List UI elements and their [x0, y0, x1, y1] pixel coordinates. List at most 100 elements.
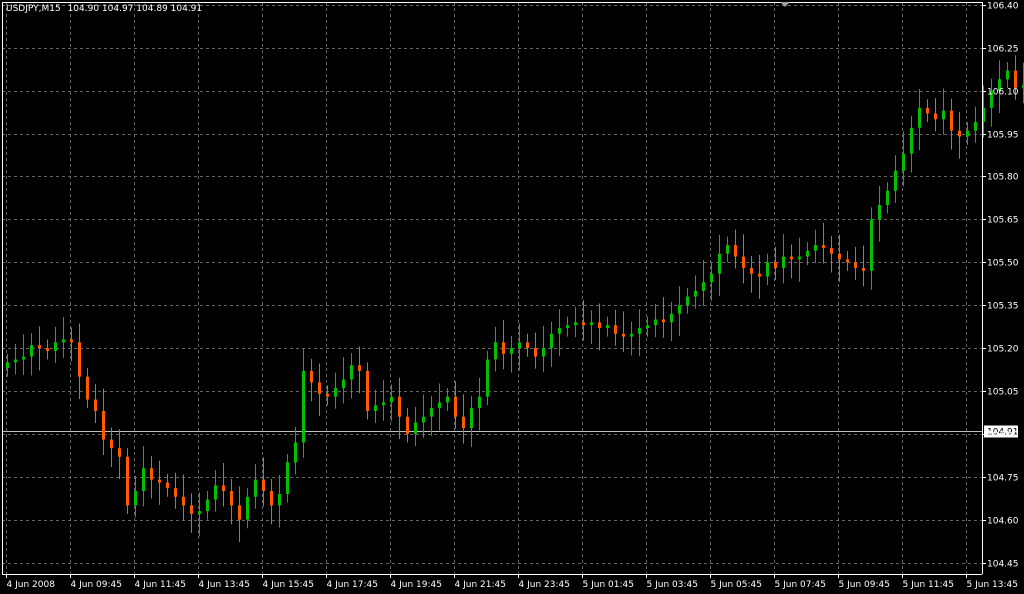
bull-candle-body — [278, 493, 281, 506]
bull-candle-body — [486, 359, 489, 397]
bear-candle-body — [262, 479, 265, 492]
bull-candle-body — [566, 325, 569, 329]
bull-candle-body — [686, 296, 689, 306]
bear-candle-body — [126, 456, 129, 506]
bear-candle-body — [582, 322, 585, 326]
bull-candle-body — [206, 499, 209, 512]
bull-candle-body — [670, 313, 673, 323]
bull-candle-body — [414, 422, 417, 434]
bull-candle-body — [974, 122, 977, 131]
bear-candle-body — [326, 393, 329, 397]
y-tick-label: 104.90 — [987, 431, 1019, 441]
bear-candle-body — [774, 262, 777, 268]
y-tick-label: 105.95 — [987, 131, 1019, 141]
bear-candle-body — [742, 256, 745, 268]
bull-candle-body — [918, 107, 921, 128]
bear-candle-body — [38, 345, 41, 349]
bear-candle-body — [182, 496, 185, 506]
bear-candle-body — [950, 110, 953, 131]
y-tick-label: 106.40 — [987, 2, 1019, 12]
bull-candle-body — [430, 408, 433, 417]
bear-candle-body — [598, 322, 601, 329]
bear-candle-body — [310, 370, 313, 383]
y-tick-label: 105.20 — [987, 345, 1019, 355]
x-tick-label: 4 Jun 23:45 — [519, 580, 570, 590]
bear-candle-body — [86, 376, 89, 400]
x-tick-label: 5 Jun 13:45 — [967, 580, 1018, 590]
bear-candle-body — [270, 491, 273, 506]
bull-candle-body — [470, 408, 473, 429]
x-tick-label: 4 Jun 13:45 — [199, 580, 250, 590]
bull-candle-body — [134, 491, 137, 506]
bear-candle-body — [150, 468, 153, 480]
y-tick-label: 105.65 — [987, 216, 1019, 226]
bull-candle-body — [990, 90, 993, 108]
bull-candle-body — [870, 219, 873, 271]
bull-candle-body — [814, 245, 817, 251]
bull-candle-body — [998, 79, 1001, 91]
bull-candle-body — [542, 348, 545, 357]
bull-candle-body — [678, 305, 681, 314]
bull-candle-body — [550, 333, 553, 349]
bear-candle-body — [614, 325, 617, 334]
bear-candle-body — [846, 259, 849, 263]
y-tick-label: 105.50 — [987, 259, 1019, 269]
bear-candle-body — [46, 348, 49, 351]
bear-candle-body — [406, 416, 409, 434]
bull-candle-body — [590, 322, 593, 326]
bear-candle-body — [1014, 70, 1017, 88]
bull-candle-body — [30, 345, 33, 357]
bear-candle-body — [750, 267, 753, 274]
bull-candle-body — [702, 282, 705, 291]
x-tick-label: 5 Jun 05:45 — [711, 580, 762, 590]
bull-candle-body — [510, 348, 513, 354]
bull-candle-body — [254, 479, 257, 497]
x-tick-label: 4 Jun 09:45 — [71, 580, 122, 590]
bear-candle-body — [830, 247, 833, 254]
bull-candle-body — [574, 322, 577, 326]
current-price-line-layer: 104.91 — [2, 425, 1019, 438]
ohlc-values: 104.90 104.97 104.89 104.91 — [67, 4, 203, 14]
bear-candle-body — [118, 448, 121, 457]
y-tick-label: 104.60 — [987, 517, 1019, 527]
bull-candle-body — [694, 290, 697, 297]
bull-candle-body — [630, 333, 633, 337]
bull-candle-body — [638, 328, 641, 334]
bull-candle-body — [886, 190, 889, 206]
bull-candle-body — [6, 362, 9, 369]
bear-candle-body — [758, 273, 761, 277]
x-tick-label: 4 Jun 2008 — [7, 580, 56, 590]
bear-candle-body — [398, 396, 401, 417]
bull-candle-body — [342, 379, 345, 389]
bear-candle-body — [854, 262, 857, 268]
bear-candle-body — [358, 365, 361, 371]
x-tick-label: 4 Jun 17:45 — [327, 580, 378, 590]
y-tick-label: 106.10 — [987, 88, 1019, 98]
bear-candle-body — [462, 416, 465, 429]
bull-candle-body — [718, 253, 721, 274]
bull-candle-body — [422, 416, 425, 423]
bull-candle-body — [438, 402, 441, 409]
bear-candle-body — [174, 488, 177, 497]
bear-candle-body — [534, 348, 537, 357]
bear-candle-body — [958, 130, 961, 137]
current-price-box — [984, 425, 1018, 438]
bull-candle-body — [806, 250, 809, 257]
bear-candle-body — [838, 253, 841, 260]
bull-candle-body — [302, 370, 305, 443]
bear-candle-body — [526, 342, 529, 349]
chart-shift-marker-icon[interactable] — [780, 2, 790, 7]
x-tick-label: 4 Jun 15:45 — [263, 580, 314, 590]
x-tick-label: 4 Jun 21:45 — [455, 580, 506, 590]
bull-candle-body — [782, 256, 785, 268]
bull-candle-body — [654, 319, 657, 326]
symbol-timeframe: USDJPY,M15 — [6, 4, 61, 14]
bear-candle-body — [926, 107, 929, 114]
bull-candle-body — [374, 405, 377, 411]
bull-candle-body — [214, 485, 217, 500]
bear-candle-body — [190, 505, 193, 514]
bull-candle-body — [478, 396, 481, 409]
x-tick-label: 5 Jun 09:45 — [839, 580, 890, 590]
